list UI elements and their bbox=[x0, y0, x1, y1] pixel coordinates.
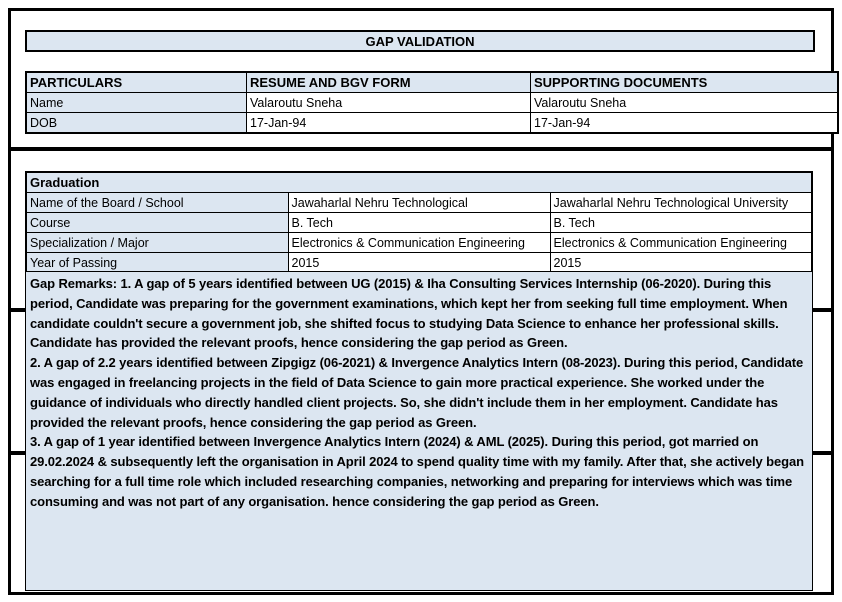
gap-remark-paragraph-3: 3. A gap of 1 year identified between In… bbox=[30, 434, 804, 509]
cell-supporting-value: Valaroutu Sneha bbox=[530, 92, 839, 113]
cell-supporting-value: 2015 bbox=[549, 252, 813, 274]
row-label: Name of the Board / School bbox=[25, 192, 289, 213]
row-label: Course bbox=[25, 212, 289, 233]
cell-resume-value: Electronics & Communication Engineering bbox=[287, 232, 551, 253]
cell-resume-value: 2015 bbox=[287, 252, 551, 274]
particulars-table: PARTICULARS RESUME AND BGV FORM SUPPORTI… bbox=[25, 71, 839, 134]
graduation-table: Graduation Name of the Board / School Ja… bbox=[25, 171, 813, 274]
table-row-course: Course B. Tech B. Tech bbox=[25, 212, 813, 233]
cell-supporting-value: Jawaharlal Nehru Technological Universit… bbox=[549, 192, 813, 213]
graduation-section-header-row: Graduation bbox=[25, 171, 813, 193]
section-divider bbox=[8, 147, 834, 151]
gap-remark-paragraph-1: Gap Remarks: 1. A gap of 5 years identif… bbox=[30, 276, 788, 351]
row-label: DOB bbox=[25, 112, 247, 134]
gap-remarks-box: Gap Remarks: 1. A gap of 5 years identif… bbox=[25, 271, 813, 591]
row-label: Name bbox=[25, 92, 247, 113]
row-label: Specialization / Major bbox=[25, 232, 289, 253]
column-header-particulars: PARTICULARS bbox=[25, 71, 247, 93]
cell-supporting-value: Electronics & Communication Engineering bbox=[549, 232, 813, 253]
row-label: Year of Passing bbox=[25, 252, 289, 274]
table-row-name: Name Valaroutu Sneha Valaroutu Sneha bbox=[25, 92, 839, 113]
section-title: Graduation bbox=[25, 171, 813, 193]
table-row-year-of-passing: Year of Passing 2015 2015 bbox=[25, 252, 813, 274]
cell-resume-value: B. Tech bbox=[287, 212, 551, 233]
page-title: GAP VALIDATION bbox=[365, 33, 475, 49]
page-border bbox=[8, 8, 834, 595]
table-row-board-school: Name of the Board / School Jawaharlal Ne… bbox=[25, 192, 813, 213]
table-row-specialization: Specialization / Major Electronics & Com… bbox=[25, 232, 813, 253]
cell-supporting-value: B. Tech bbox=[549, 212, 813, 233]
cell-supporting-value: 17-Jan-94 bbox=[530, 112, 839, 134]
table-row-dob: DOB 17-Jan-94 17-Jan-94 bbox=[25, 112, 839, 134]
column-header-resume-bgv: RESUME AND BGV FORM bbox=[246, 71, 531, 93]
cell-resume-value: 17-Jan-94 bbox=[246, 112, 531, 134]
cell-resume-value: Jawaharlal Nehru Technological bbox=[287, 192, 551, 213]
gap-remark-paragraph-2: 2. A gap of 2.2 years identified between… bbox=[30, 355, 804, 430]
cell-resume-value: Valaroutu Sneha bbox=[246, 92, 531, 113]
document-title-bar: GAP VALIDATION bbox=[25, 30, 815, 52]
column-header-supporting-docs: SUPPORTING DOCUMENTS bbox=[530, 71, 839, 93]
table-header-row: PARTICULARS RESUME AND BGV FORM SUPPORTI… bbox=[25, 71, 839, 93]
